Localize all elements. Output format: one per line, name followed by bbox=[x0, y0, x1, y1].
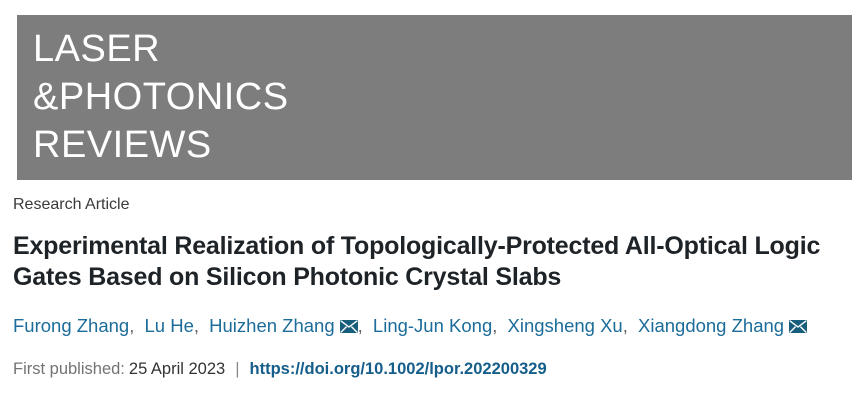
article-header: Research Article Experimental Realizatio… bbox=[0, 194, 868, 380]
article-title: Experimental Realization of Topologicall… bbox=[13, 232, 821, 291]
pipe-separator: | bbox=[235, 360, 240, 378]
author-link[interactable]: Lu He bbox=[144, 315, 194, 336]
journal-name-line-3: REVIEWS bbox=[33, 124, 212, 166]
first-published-label: First published: bbox=[13, 360, 125, 378]
author-separator: , bbox=[357, 315, 363, 336]
journal-name-line-1: LASER bbox=[33, 28, 161, 70]
author-link[interactable]: Huizhen Zhang bbox=[209, 315, 335, 336]
author-separator: , bbox=[129, 315, 135, 336]
author-separator: , bbox=[193, 315, 200, 336]
author-link[interactable]: Xiangdong Zhang bbox=[638, 315, 785, 336]
author-list: Furong Zhang, Lu He, Huizhen Zhang, Ling… bbox=[13, 314, 855, 339]
doi-link[interactable]: https://doi.org/10.1002/lpor.202200329 bbox=[249, 360, 547, 378]
journal-banner: LASER &PHOTONICS REVIEWS bbox=[17, 15, 852, 180]
author-link[interactable]: Furong Zhang bbox=[13, 315, 130, 336]
publication-info: First published: 25 April 2023 | https://do… bbox=[13, 358, 855, 380]
author-link[interactable]: Ling-Jun Kong bbox=[372, 315, 493, 336]
author-separator: , bbox=[492, 315, 498, 336]
first-published-date: 25 April 2023 bbox=[128, 360, 226, 378]
envelope-icon[interactable] bbox=[339, 315, 358, 339]
envelope-icon[interactable] bbox=[789, 315, 808, 339]
article-type-label: Research Article bbox=[13, 196, 130, 213]
author-separator: , bbox=[622, 315, 628, 336]
author-link[interactable]: Xingsheng Xu bbox=[507, 315, 623, 336]
journal-name-line-2: &PHOTONICS bbox=[33, 76, 289, 118]
